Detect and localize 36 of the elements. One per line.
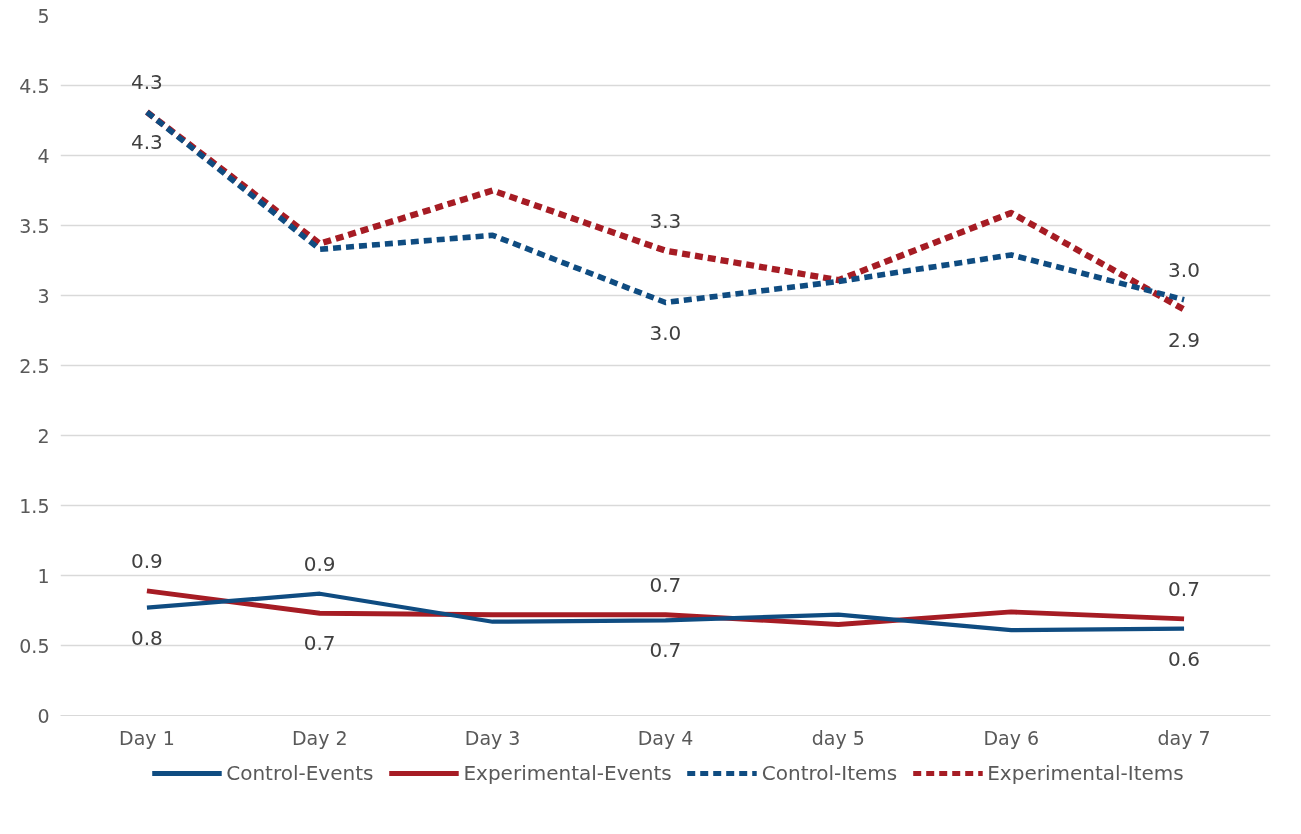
legend-label: Control-Events bbox=[226, 761, 374, 785]
data-label: 3.0 bbox=[1168, 257, 1200, 282]
data-label: 0.8 bbox=[130, 625, 163, 650]
data-label: 0.6 bbox=[1168, 646, 1200, 671]
y-tick-label: 5 bbox=[37, 4, 50, 27]
data-label: 3.0 bbox=[649, 320, 682, 345]
legend-label: Experimental-Items bbox=[987, 761, 1184, 785]
data-label: 0.7 bbox=[303, 631, 336, 656]
data-label: 0.7 bbox=[1168, 576, 1200, 601]
y-tick-label: 1.5 bbox=[19, 494, 50, 517]
data-label: 4.3 bbox=[130, 130, 163, 155]
y-tick-label: 2.5 bbox=[19, 354, 50, 377]
x-tick-label: day 7 bbox=[1157, 726, 1211, 749]
y-tick-label: 0 bbox=[37, 704, 50, 727]
y-tick-label: 0.5 bbox=[19, 634, 50, 657]
legend-label: Control-Items bbox=[761, 761, 898, 785]
data-label: 3.3 bbox=[649, 208, 682, 233]
y-tick-label: 2 bbox=[37, 424, 50, 447]
data-label: 0.9 bbox=[303, 551, 336, 576]
x-tick-label: Day 1 bbox=[119, 726, 175, 749]
x-tick-label: Day 2 bbox=[291, 726, 348, 749]
data-label: 2.9 bbox=[1168, 327, 1200, 352]
data-label: 4.3 bbox=[130, 70, 163, 95]
x-tick-label: Day 3 bbox=[464, 726, 521, 749]
y-tick-label: 3.5 bbox=[19, 214, 50, 237]
x-tick-label: Day 4 bbox=[637, 726, 694, 749]
y-tick-label: 4.5 bbox=[19, 74, 50, 97]
x-tick-label: Day 6 bbox=[983, 726, 1040, 749]
y-tick-label: 3 bbox=[37, 284, 50, 307]
y-tick-label: 1 bbox=[37, 564, 50, 587]
data-label: 0.7 bbox=[649, 638, 682, 663]
legend-label: Experimental-Events bbox=[463, 761, 672, 785]
data-label: 0.7 bbox=[649, 572, 682, 597]
x-tick-label: day 5 bbox=[811, 726, 865, 749]
y-tick-label: 4 bbox=[37, 144, 50, 167]
data-label: 0.9 bbox=[130, 548, 163, 573]
